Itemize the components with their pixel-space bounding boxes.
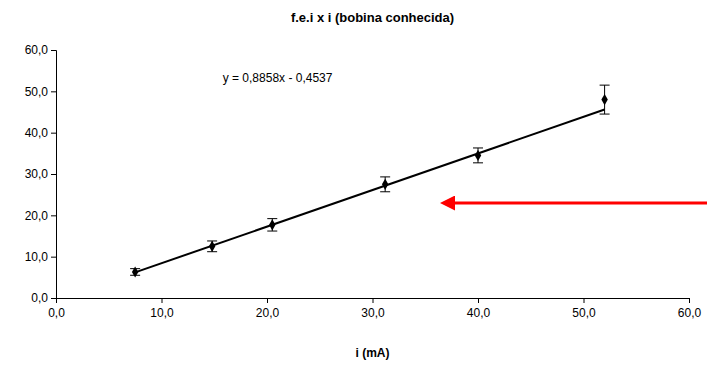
y-tick: 30,0 bbox=[25, 167, 56, 181]
y-tick: 60,0 bbox=[25, 43, 56, 57]
y-tick: 40,0 bbox=[25, 126, 56, 140]
x-tick-mark bbox=[162, 298, 163, 303]
marks bbox=[130, 85, 609, 277]
y-tick-mark bbox=[51, 133, 56, 134]
y-tick-label: 50,0 bbox=[25, 85, 49, 99]
x-tick-label: 20,0 bbox=[256, 306, 280, 320]
y-tick-mark bbox=[51, 174, 56, 175]
error-bar-cap bbox=[600, 85, 610, 86]
plot: 0,0 10,0 20,0 30,0 40,0 50,0 60,0 0,0 10,0 20,0 30… bbox=[25, 43, 702, 319]
x-tick: 0,0 bbox=[48, 298, 65, 320]
x-tick-mark bbox=[689, 298, 690, 303]
x-tick: 40,0 bbox=[467, 298, 491, 320]
x-tick: 20,0 bbox=[256, 298, 280, 320]
x-tick-label: 10,0 bbox=[150, 306, 174, 320]
y-tick: 10,0 bbox=[25, 250, 56, 264]
title: f.e.i x i (bobina conhecida) bbox=[291, 10, 454, 25]
x-tick-mark bbox=[267, 298, 268, 303]
x-tick-mark bbox=[478, 298, 479, 303]
y-tick-mark bbox=[51, 215, 56, 216]
y-tick-label: 20,0 bbox=[25, 209, 49, 223]
y-tick-mark bbox=[51, 50, 56, 51]
point bbox=[475, 150, 481, 161]
x-tick: 10,0 bbox=[150, 298, 174, 320]
x-tick: 50,0 bbox=[572, 298, 596, 320]
error-bar-cap bbox=[600, 114, 610, 115]
y-tick-label: 60,0 bbox=[25, 43, 49, 57]
x-tick: 60,0 bbox=[678, 298, 702, 320]
y-tick-mark bbox=[51, 91, 56, 92]
x-axis-title: i (mA) bbox=[356, 346, 390, 360]
x-tick-label: 40,0 bbox=[467, 306, 491, 320]
x-tick-label: 0,0 bbox=[48, 306, 65, 320]
point bbox=[601, 94, 607, 105]
y-tick-label: 0,0 bbox=[31, 291, 48, 305]
error-bar-cap bbox=[380, 191, 390, 192]
x-tick-mark bbox=[373, 298, 374, 303]
x-tick-mark bbox=[584, 298, 585, 303]
annotation: y = 0,8858x - 0,4537 bbox=[223, 71, 333, 85]
y-tick-label: 30,0 bbox=[25, 167, 49, 181]
x-tick-label: 30,0 bbox=[361, 306, 385, 320]
x-axis: 0,0 10,0 20,0 30,0 40,0 50,0 60,0 bbox=[48, 298, 701, 320]
y-tick-label: 10,0 bbox=[25, 250, 49, 264]
y-axis: 0,0 10,0 20,0 30,0 40,0 50,0 60,0 bbox=[25, 43, 57, 305]
y-tick-mark bbox=[51, 257, 56, 258]
trend-line bbox=[135, 110, 604, 273]
x-tick: 30,0 bbox=[361, 298, 385, 320]
y-tick: 20,0 bbox=[25, 209, 56, 223]
x-axis-line bbox=[57, 299, 690, 304]
error-bar-cap bbox=[267, 231, 277, 232]
y-tick: 50,0 bbox=[25, 85, 56, 99]
error-bar-cap bbox=[380, 176, 390, 177]
y-tick-mark bbox=[51, 298, 56, 299]
y-axis-line bbox=[51, 51, 57, 299]
x-tick-label: 60,0 bbox=[678, 306, 702, 320]
error-bar-cap bbox=[267, 218, 277, 219]
arrow bbox=[452, 202, 707, 205]
y-tick-label: 40,0 bbox=[25, 126, 49, 140]
y-tick: 0,0 bbox=[31, 291, 56, 305]
x-tick-label: 50,0 bbox=[572, 306, 596, 320]
chart: 0,0 10,0 20,0 30,0 40,0 50,0 60,0 0,0 10,0 20,0 30… bbox=[0, 0, 711, 369]
error-bar-cap bbox=[473, 147, 483, 148]
error-bar-cap bbox=[473, 162, 483, 163]
